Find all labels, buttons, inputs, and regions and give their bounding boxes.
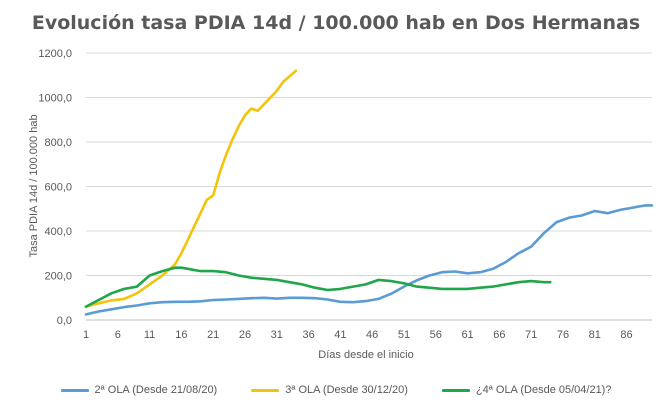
legend-swatch-4a-ola bbox=[441, 388, 470, 392]
legend-label-4a-ola: ¿4ª OLA (Desde 05/04/21)? bbox=[475, 384, 612, 396]
y-tick-labels: 0,0 200,0 400,0 600,0 800,0 1000,0 1200,0 bbox=[38, 48, 72, 327]
x-tick-label: 76 bbox=[557, 329, 569, 341]
legend-label-2a-ola: 2ª OLA (Desde 21/08/20) bbox=[94, 384, 218, 396]
legend-swatch-2a-ola bbox=[60, 388, 89, 392]
legend-label-3a-ola: 3ª OLA (Desde 30/12/20) bbox=[285, 384, 408, 396]
x-tick-label: 61 bbox=[461, 329, 473, 341]
y-tick-label: 400,0 bbox=[44, 226, 72, 238]
x-axis-title: Días desde el inicio bbox=[318, 349, 413, 361]
y-tick-label: 0,0 bbox=[57, 315, 72, 327]
x-tick-label: 6 bbox=[115, 329, 121, 341]
x-tick-label: 36 bbox=[302, 329, 314, 341]
x-tick-label: 11 bbox=[144, 329, 155, 341]
chart-title: Evolución tasa PDIA 14d / 100.000 hab en… bbox=[31, 12, 641, 34]
x-tick-label: 71 bbox=[525, 329, 537, 341]
x-tick-label: 1 bbox=[83, 329, 89, 341]
legend-swatch-3a-ola bbox=[251, 388, 280, 392]
legend-item-2a-ola: 2ª OLA (Desde 21/08/20) bbox=[60, 384, 218, 396]
x-tick-label: 81 bbox=[589, 329, 601, 341]
y-tick-label: 1200,0 bbox=[38, 48, 72, 60]
x-tick-label: 41 bbox=[334, 329, 346, 341]
series-lines bbox=[84, 69, 654, 316]
x-tick-label: 16 bbox=[175, 329, 187, 341]
x-tick-label: 21 bbox=[207, 329, 219, 341]
x-tick-label: 51 bbox=[398, 329, 410, 341]
x-tick-label: 46 bbox=[366, 329, 378, 341]
x-tick-label: 31 bbox=[271, 329, 283, 341]
x-tick-label: 26 bbox=[239, 329, 251, 341]
legend-item-3a-ola: 3ª OLA (Desde 30/12/20) bbox=[251, 384, 408, 396]
x-tick-label: 86 bbox=[620, 329, 632, 341]
y-axis-title: Tasa PDIA 14d / 100.000 hab bbox=[28, 114, 40, 257]
y-tick-label: 200,0 bbox=[44, 271, 72, 283]
series-line-3a-ola bbox=[84, 69, 298, 308]
series-line-4a-ola bbox=[84, 266, 552, 308]
x-tick-label: 56 bbox=[430, 329, 442, 341]
legend-item-4a-ola: ¿4ª OLA (Desde 05/04/21)? bbox=[441, 384, 612, 396]
gridlines bbox=[86, 52, 652, 321]
y-tick-label: 800,0 bbox=[44, 137, 72, 149]
series-line-2a-ola bbox=[84, 204, 654, 316]
y-tick-label: 600,0 bbox=[44, 182, 72, 194]
x-tick-labels: 1 6 11 16 21 26 31 36 41 46 51 56 61 66 71 76 81 86 bbox=[83, 329, 633, 341]
y-tick-label: 1000,0 bbox=[38, 93, 72, 105]
chart-legend: 2ª OLA (Desde 21/08/20) 3ª OLA (Desde 30… bbox=[0, 384, 672, 396]
x-tick-label: 66 bbox=[493, 329, 505, 341]
